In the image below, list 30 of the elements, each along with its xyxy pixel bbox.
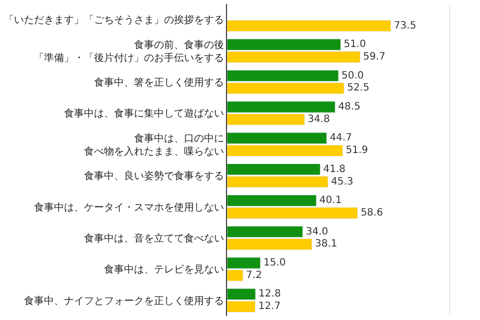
data-label: 73.5 xyxy=(394,20,416,32)
y-tick-label: 食事中は、音を立てて食べない xyxy=(84,232,224,244)
data-label: 50.0 xyxy=(342,70,364,82)
y-tick-label: 「いただきます」「ごちそうさま」の挨拶をする xyxy=(4,14,224,26)
y-tick-label: 食事の前、食事の後「準備」・「後片付け」のお手伝いをする xyxy=(34,38,224,64)
y-tick-label: 食事中、ナイフとフォークを正しく使用する xyxy=(24,294,224,307)
data-label: 58.6 xyxy=(360,208,383,219)
data-label: 45.3 xyxy=(331,176,354,188)
y-tick-label: 食事中は、食事に集中して遊ばない xyxy=(64,108,224,120)
data-label: 52.5 xyxy=(347,82,370,94)
y-tick-label: 食事中は、口の中に食べ物を入れたまま、喋らない xyxy=(84,132,224,158)
data-label: 12.8 xyxy=(258,288,281,300)
data-label: 34.8 xyxy=(308,114,330,125)
data-label: 15.0 xyxy=(263,257,286,268)
bar xyxy=(227,20,392,32)
y-tick-label: 食事中、箸を正しく使用する xyxy=(94,76,224,88)
y-tick-label: 食事中、良い姿勢で食事をする xyxy=(84,170,224,182)
data-label: 34.0 xyxy=(306,226,328,238)
data-label: 51.0 xyxy=(344,39,366,50)
data-label: 7.2 xyxy=(246,270,262,281)
data-label: 41.8 xyxy=(323,164,346,175)
data-label: 44.7 xyxy=(330,132,352,144)
data-label: 12.7 xyxy=(258,301,281,312)
data-label: 40.1 xyxy=(319,195,342,206)
data-label: 51.9 xyxy=(346,145,368,156)
data-label: 59.7 xyxy=(363,52,386,63)
y-tick-label: 食事中は、テレビを見ない xyxy=(104,264,224,276)
data-label: 38.1 xyxy=(314,238,338,250)
y-tick-label: 食事中は、ケータイ・スマホを使用しない xyxy=(34,201,224,214)
data-label: 48.5 xyxy=(338,101,360,112)
